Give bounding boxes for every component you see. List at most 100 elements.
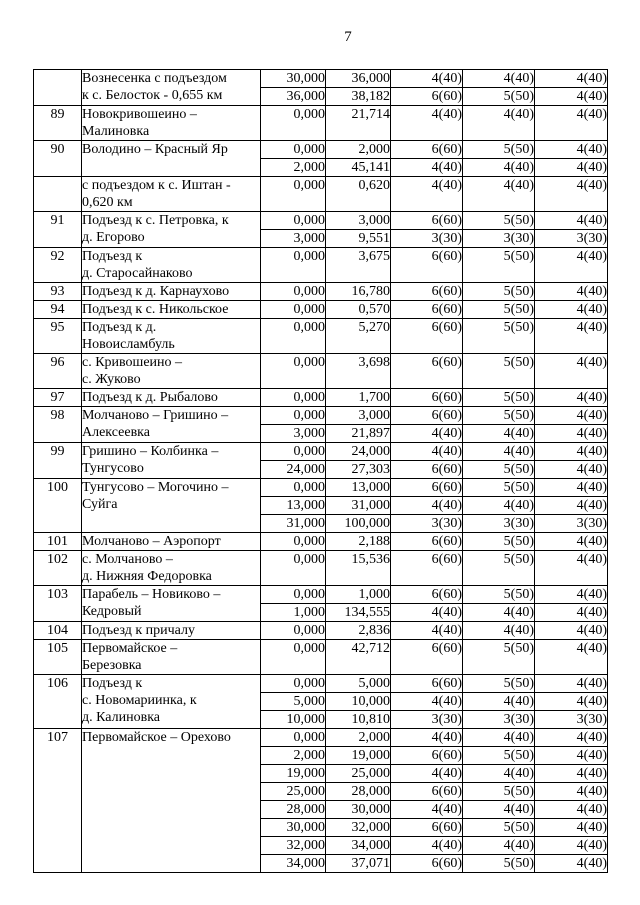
speed-2-cell: 5(50) — [462, 854, 535, 873]
road-name-cell: с. Молчаново – д. Нижняя Федоровка — [81, 550, 261, 586]
speed-2-cell: 4(40) — [462, 692, 535, 711]
speed-2-cell: 4(40) — [462, 424, 535, 443]
speed-3-cell: 4(40) — [534, 282, 608, 301]
km-end-cell: 100,000 — [325, 514, 391, 533]
speed-3-cell: 4(40) — [534, 603, 608, 622]
km-start-cell: 13,000 — [260, 496, 326, 515]
table-row: 3,000 9,551 3(30) 3(30) 3(30) — [34, 229, 608, 248]
km-end-cell: 15,536 — [325, 550, 391, 586]
km-start-cell: 0,000 — [260, 282, 326, 301]
km-end-cell: 45,141 — [325, 158, 391, 177]
speed-2-cell: 5(50) — [462, 300, 535, 319]
road-name-cell: Подъезд к д. Рыбалово — [81, 388, 261, 407]
table-row: 92 Подъезд к д. Старосайнаково 0,000 3,675 6… — [33, 247, 608, 283]
km-end-cell: 1,000 — [325, 585, 391, 604]
speed-1-cell: 4(40) — [390, 603, 463, 622]
km-end-cell: 2,836 — [325, 621, 391, 640]
speed-1-cell: 3(30) — [390, 514, 463, 533]
speed-1-cell: 6(60) — [390, 460, 463, 479]
speed-1-cell: 6(60) — [390, 818, 463, 837]
km-start-cell: 32,000 — [260, 836, 326, 855]
speed-2-cell: 5(50) — [462, 818, 535, 837]
km-start-cell: 0,000 — [260, 674, 326, 693]
km-start-cell: 0,000 — [260, 406, 326, 425]
road-name-cell: Молчаново – Гришино – Алексеевка — [81, 406, 261, 443]
km-start-cell: 0,000 — [260, 442, 326, 461]
km-start-cell: 2,000 — [260, 746, 326, 765]
km-start-cell: 0,000 — [260, 105, 326, 141]
km-start-cell: 0,000 — [260, 247, 326, 283]
table-row: 19,000 25,000 4(40) 4(40) 4(40) — [34, 764, 608, 783]
km-end-cell: 38,182 — [325, 87, 391, 106]
speed-2-cell: 5(50) — [462, 282, 535, 301]
km-start-cell: 24,000 — [260, 460, 326, 479]
km-start-cell: 2,000 — [260, 158, 326, 177]
km-end-cell: 21,714 — [325, 105, 391, 141]
speed-1-cell: 6(60) — [390, 300, 463, 319]
km-start-cell: 0,000 — [260, 353, 326, 389]
speed-2-cell: 5(50) — [462, 585, 535, 604]
road-number-cell — [33, 176, 82, 212]
speed-3-cell: 4(40) — [534, 442, 608, 461]
speed-2-cell: 5(50) — [462, 639, 535, 675]
speed-2-cell: 5(50) — [462, 478, 535, 497]
speed-1-cell: 6(60) — [390, 585, 463, 604]
road-name-cell: Гришино – Колбинка – Тунгусово — [81, 442, 261, 479]
road-number-cell: 92 — [33, 247, 82, 283]
speed-3-cell: 3(30) — [534, 514, 608, 533]
roads-table: Вознесенка с подъездом к с. Белосток - 0… — [33, 69, 608, 873]
speed-2-cell: 5(50) — [462, 782, 535, 801]
km-start-cell: 0,000 — [260, 318, 326, 354]
km-end-cell: 13,000 — [325, 478, 391, 497]
km-start-cell: 0,000 — [260, 478, 326, 497]
km-end-cell: 34,000 — [325, 836, 391, 855]
km-start-cell: 36,000 — [260, 87, 326, 106]
speed-2-cell: 5(50) — [462, 674, 535, 693]
speed-3-cell: 4(40) — [534, 247, 608, 283]
speed-1-cell: 6(60) — [390, 639, 463, 675]
table-row: 91 Подъезд к с. Петровка, к д. Егорово 0,0… — [33, 211, 608, 248]
speed-3-cell: 3(30) — [534, 710, 608, 729]
km-end-cell: 2,000 — [325, 728, 391, 747]
speed-2-cell: 3(30) — [462, 229, 535, 248]
km-end-cell: 10,000 — [325, 692, 391, 711]
speed-2-cell: 3(30) — [462, 710, 535, 729]
speed-2-cell: 4(40) — [462, 442, 535, 461]
speed-3-cell: 4(40) — [534, 532, 608, 551]
table-row: 105 Первомайское – Березовка 0,000 42,712 6(… — [33, 639, 608, 675]
table-row: 2,000 19,000 6(60) 5(50) 4(40) — [34, 746, 608, 765]
speed-1-cell: 6(60) — [390, 318, 463, 354]
road-name-cell: Вознесенка с подъездом к с. Белосток - 0… — [81, 69, 261, 106]
km-end-cell: 3,000 — [325, 406, 391, 425]
page-number: 7 — [344, 29, 352, 45]
speed-3-cell: 4(40) — [534, 550, 608, 586]
km-end-cell: 5,270 — [325, 318, 391, 354]
road-number-cell: 94 — [33, 300, 82, 319]
speed-1-cell: 4(40) — [390, 158, 463, 177]
km-end-cell: 42,712 — [325, 639, 391, 675]
road-name-cell: Новокривошеино – Малиновка — [81, 105, 261, 141]
km-start-cell: 0,000 — [260, 532, 326, 551]
km-end-cell: 25,000 — [325, 764, 391, 783]
road-number-cell: 100 — [33, 478, 82, 533]
speed-2-cell: 4(40) — [462, 176, 535, 212]
speed-2-cell: 4(40) — [462, 105, 535, 141]
road-number-cell: 97 — [33, 388, 82, 407]
table-row: 101 Молчаново – Аэропорт 0,000 2,188 6(60) 5(… — [33, 532, 608, 551]
table-row: 103 Парабель – Новиково – Кедровый 0,000 1,… — [33, 585, 608, 622]
table-row: с подъездом к с. Иштан - 0,620 км 0,000 0,… — [33, 176, 608, 212]
speed-2-cell: 4(40) — [462, 764, 535, 783]
speed-1-cell: 4(40) — [390, 692, 463, 711]
km-start-cell: 3,000 — [260, 424, 326, 443]
speed-2-cell: 4(40) — [462, 836, 535, 855]
km-start-cell: 0,000 — [260, 176, 326, 212]
table-row: 90 Володино – Красный Яр 0,000 2,000 6(60) 5(… — [33, 140, 608, 177]
road-name-cell: Подъезд к д. Карнаухово — [81, 282, 261, 301]
road-number-cell: 105 — [33, 639, 82, 675]
speed-3-cell: 4(40) — [534, 818, 608, 837]
road-number-cell — [33, 69, 82, 106]
speed-2-cell: 4(40) — [462, 621, 535, 640]
speed-3-cell: 4(40) — [534, 692, 608, 711]
table-row: 10,000 10,810 3(30) 3(30) 3(30) — [34, 710, 608, 729]
